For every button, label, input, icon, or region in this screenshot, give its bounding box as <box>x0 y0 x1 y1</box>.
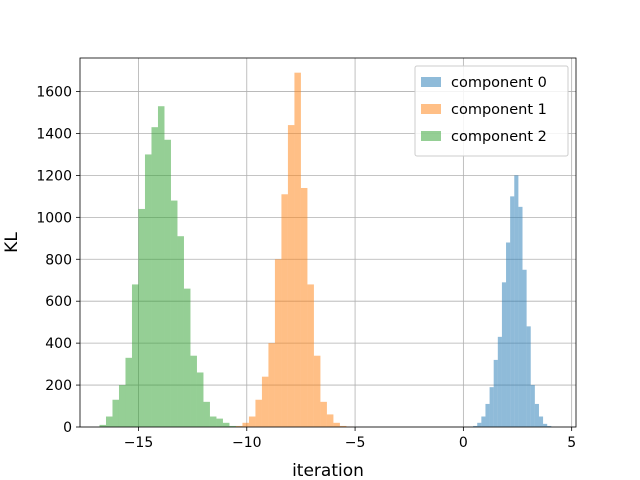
histogram-bar <box>506 242 511 427</box>
histogram-bar <box>530 385 535 427</box>
histogram-bar <box>274 259 282 427</box>
histogram-bar <box>209 416 217 427</box>
histogram-bar <box>183 288 191 427</box>
histogram-bar <box>118 385 126 427</box>
x-tick-label: −5 <box>345 435 366 451</box>
x-tick-label: −10 <box>232 435 262 451</box>
x-tick-label: 5 <box>567 435 576 451</box>
histogram-bar <box>125 357 132 427</box>
histogram-bar <box>493 359 498 427</box>
x-tick-label: −15 <box>124 435 154 451</box>
histogram-bar <box>522 269 527 427</box>
histogram-bar <box>177 236 184 427</box>
histogram-bar <box>281 194 288 427</box>
histogram-bars <box>99 72 552 428</box>
histogram-bar <box>307 284 314 427</box>
y-tick-label: 0 <box>63 420 72 436</box>
histogram-bar <box>320 401 327 427</box>
histogram-bar <box>268 343 275 427</box>
x-axis-label: iteration <box>292 461 364 480</box>
histogram-bar <box>294 72 301 427</box>
histogram-bar <box>144 154 152 427</box>
histogram-bar <box>300 187 308 427</box>
histogram-bar <box>339 425 347 427</box>
series-0-bars <box>473 175 552 427</box>
y-tick-label: 200 <box>45 378 72 394</box>
histogram-bar <box>138 208 145 427</box>
series-1-bars <box>235 72 353 427</box>
legend: component 0 component 1 component 2 <box>414 65 569 157</box>
legend-label: component 2 <box>451 129 547 145</box>
histogram-bar <box>170 200 178 427</box>
histogram-bar <box>164 139 171 428</box>
histogram-bar <box>526 326 531 427</box>
histogram-bar <box>151 127 158 427</box>
histogram-bar <box>131 284 139 427</box>
histogram-bar <box>196 372 204 427</box>
histogram-bar <box>543 423 548 427</box>
histogram-bar <box>510 196 515 427</box>
histogram-bar <box>216 418 223 427</box>
histogram-bar <box>485 403 490 427</box>
histogram-bar <box>235 425 243 427</box>
histogram-bar <box>547 425 552 427</box>
histogram-bar <box>248 416 256 427</box>
y-axis-label: KL <box>2 232 22 253</box>
histogram-bar <box>203 401 210 427</box>
legend-swatch <box>421 77 441 87</box>
histogram-bar <box>242 422 249 427</box>
histogram-bar <box>255 399 262 427</box>
histogram-bar <box>287 125 295 427</box>
histogram-bar <box>518 206 523 427</box>
plot-frame <box>79 57 577 428</box>
histogram-bar <box>190 355 197 427</box>
y-tick-label: 1400 <box>36 126 72 142</box>
axis-ticks: −15 −10 −5 0 5 0 200 400 600 800 1000 1200 1400 1600 <box>36 85 576 451</box>
histogram-bar <box>534 403 539 427</box>
series-2-bars <box>99 106 243 428</box>
histogram-bar <box>514 175 519 427</box>
y-tick-label: 600 <box>45 294 72 310</box>
histogram-bar <box>501 282 507 427</box>
histogram-bar <box>99 424 106 427</box>
histogram-bar <box>313 355 321 427</box>
y-tick-label: 1600 <box>36 85 72 101</box>
legend-swatch <box>421 131 441 141</box>
histogram-bar <box>222 422 230 427</box>
legend-swatch <box>421 104 441 114</box>
legend-label: component 1 <box>451 102 547 118</box>
histogram-bar <box>105 416 113 427</box>
histogram-bar <box>481 416 486 427</box>
histogram-bar <box>112 399 119 427</box>
legend-box <box>414 65 569 157</box>
histogram-bar <box>326 414 334 427</box>
histogram-bar <box>477 422 482 427</box>
y-tick-label: 1000 <box>36 210 72 226</box>
histogram-bar <box>261 376 269 427</box>
histogram-bar <box>333 422 340 427</box>
y-tick-label: 800 <box>45 252 72 268</box>
y-tick-label: 1200 <box>36 168 72 184</box>
histogram-bar <box>473 425 478 427</box>
histogram-bar <box>497 336 502 427</box>
histogram-bar <box>229 425 236 427</box>
legend-label: component 0 <box>451 75 547 91</box>
y-tick-label: 400 <box>45 336 72 352</box>
histogram-bar <box>538 416 544 427</box>
histogram-bar <box>157 106 165 427</box>
x-tick-label: 0 <box>459 435 468 451</box>
histogram-bar <box>489 387 494 427</box>
